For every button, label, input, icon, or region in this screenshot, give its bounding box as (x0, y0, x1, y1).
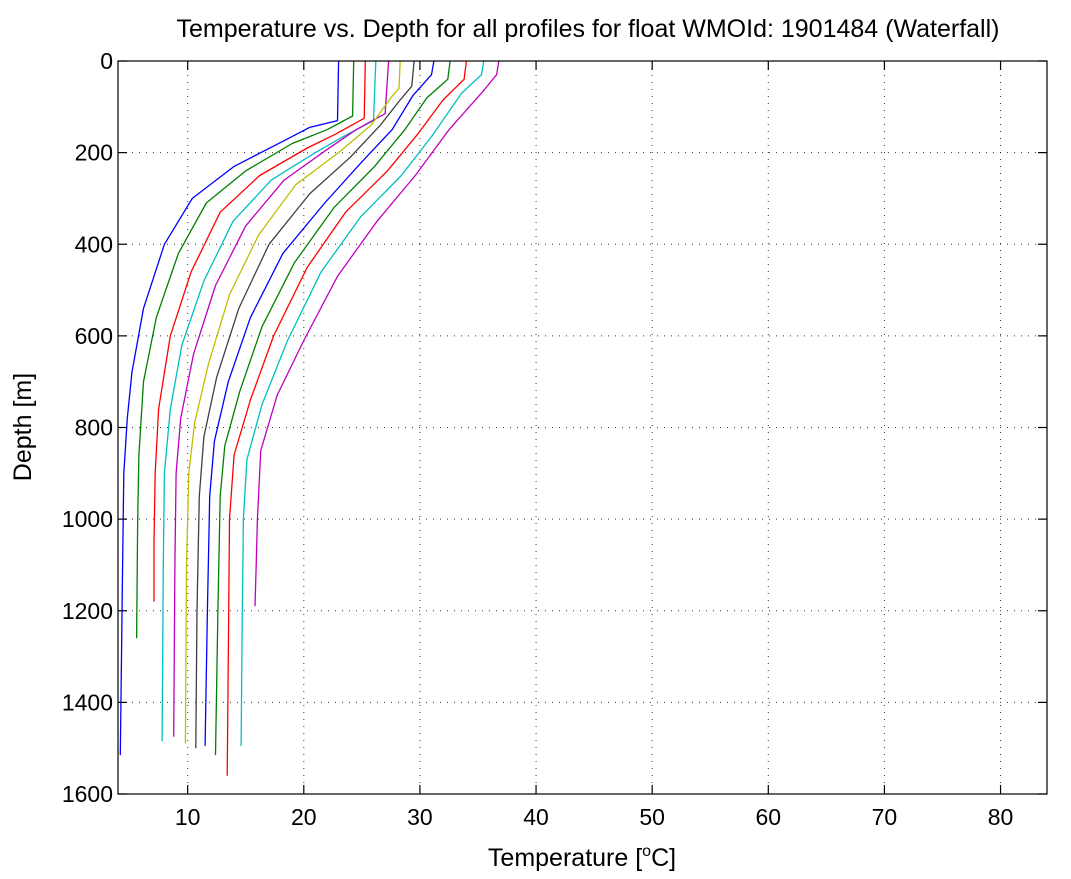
y-tick-label: 1400 (62, 689, 113, 715)
profile-line (135, 60, 355, 639)
plot-frame (117, 60, 1048, 795)
profile-line (173, 60, 390, 737)
x-tick-label: 50 (639, 804, 665, 830)
y-tick-label: 800 (75, 415, 113, 441)
series-group (119, 60, 500, 776)
profile-line (119, 60, 340, 756)
profile-line (254, 60, 500, 607)
y-tick-label: 1000 (62, 506, 113, 532)
chart-title: Temperature vs. Depth for all profiles f… (176, 15, 999, 43)
profile-line (161, 60, 377, 742)
x-tick-label: 20 (291, 804, 317, 830)
y-tick-label: 400 (75, 231, 113, 257)
y-axis-label: Depth [m] (9, 373, 37, 481)
profile-line (153, 60, 366, 602)
profile-line (214, 60, 451, 756)
x-tick-label: 10 (175, 804, 201, 830)
x-axis-label: Temperature [oC] (488, 843, 676, 872)
x-tick-label: 30 (407, 804, 433, 830)
x-axis-label-sup: o (642, 843, 651, 860)
profile-line (240, 60, 485, 746)
y-tick-label: 1600 (62, 781, 113, 807)
x-tick-label: 60 (756, 804, 782, 830)
y-tick-label: 600 (75, 323, 113, 349)
y-tick-label: 0 (100, 48, 113, 74)
grid (118, 61, 1047, 794)
y-tick-label: 200 (75, 140, 113, 166)
ticks (118, 60, 1047, 795)
tick-labels: 10 20 30 40 50 60 70 80020040060080010001200140… (62, 48, 1014, 830)
profile-line (226, 60, 468, 776)
x-tick-label: 70 (872, 804, 898, 830)
profile-line (204, 60, 435, 746)
x-tick-label: 40 (523, 804, 549, 830)
profile-line (184, 60, 401, 744)
profile-line (195, 60, 415, 749)
y-tick-label: 1200 (62, 598, 113, 624)
x-tick-label: 80 (988, 804, 1014, 830)
